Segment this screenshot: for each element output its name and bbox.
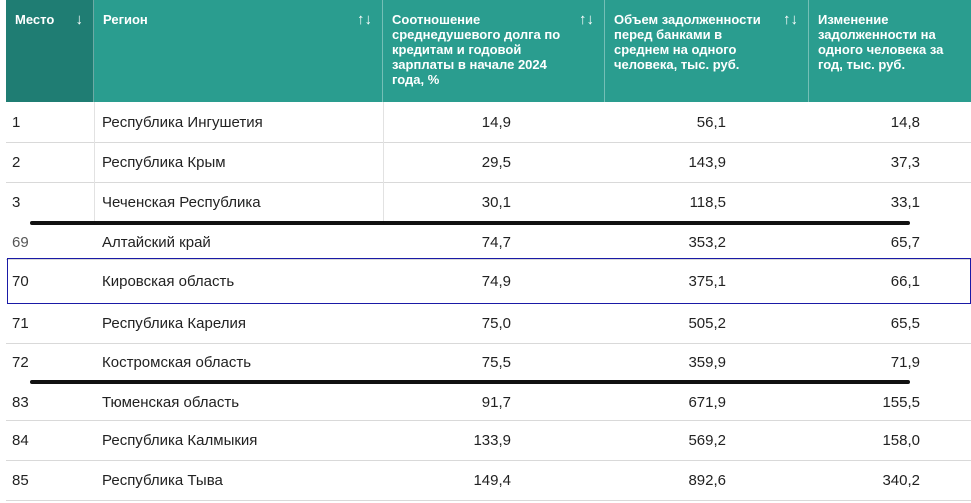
cell-place: 3 (12, 193, 21, 211)
cell-ratio: 75,5 (481, 353, 511, 371)
cell-region: Республика Карелия (102, 314, 246, 332)
cell-debt: 892,6 (688, 471, 726, 489)
cell-region: Алтайский край (102, 233, 211, 251)
cell-region: Кировская область (102, 272, 235, 290)
cell-ratio: 74,7 (481, 233, 511, 251)
sort-toggle-icon[interactable]: ↑↓ (357, 11, 372, 28)
cell-change: 33,1 (890, 193, 920, 211)
header-ratio-label: Соотношение среднедушевого долга по кред… (392, 12, 561, 87)
header-change[interactable]: Изменение задолженности на одного челове… (809, 0, 971, 102)
cell-place: 2 (12, 153, 21, 171)
header-place[interactable]: Место ↓ (6, 0, 94, 102)
header-region-label: Регион (103, 12, 148, 27)
cell-region: Тюменская область (102, 393, 240, 411)
cell-region: Республика Тыва (102, 471, 223, 489)
cell-debt: 56,1 (696, 113, 726, 131)
cell-debt: 569,2 (688, 431, 726, 449)
header-ratio[interactable]: Соотношение среднедушевого долга по кред… (383, 0, 605, 102)
cell-change: 71,9 (890, 353, 920, 371)
cell-debt: 375,1 (688, 272, 726, 290)
cell-ratio: 29,5 (481, 153, 511, 171)
section-divider (30, 380, 910, 384)
table-row: 71 Республика Карелия 75,0 505,2 65,5 (6, 303, 971, 344)
cell-place: 70 (12, 272, 29, 290)
cell-change: 37,3 (890, 153, 920, 171)
cell-place: 84 (12, 431, 29, 449)
section-divider (30, 221, 910, 225)
row-highlight-frame (7, 258, 971, 304)
cell-place: 83 (12, 393, 29, 411)
cell-place: 85 (12, 471, 29, 489)
cell-debt: 353,2 (688, 233, 726, 251)
cell-debt: 118,5 (689, 193, 726, 211)
cell-ratio: 149,4 (473, 471, 511, 489)
cell-change: 155,5 (882, 393, 920, 411)
cell-region: Костромская область (102, 353, 252, 371)
cell-change: 340,2 (882, 471, 920, 489)
sort-toggle-icon[interactable]: ↑↓ (783, 11, 798, 28)
table-row: 84 Республика Калмыкия 133,9 569,2 158,0 (6, 420, 971, 461)
cell-place: 71 (12, 314, 29, 332)
sort-desc-icon[interactable]: ↓ (75, 11, 84, 28)
table-row: 2 Республика Крым 29,5 143,9 37,3 (6, 142, 971, 183)
cell-region: Республика Крым (102, 153, 226, 171)
cell-place: 72 (12, 353, 29, 371)
cell-debt: 359,9 (688, 353, 726, 371)
cell-ratio: 75,0 (481, 314, 511, 332)
cell-ratio: 74,9 (481, 272, 511, 290)
cell-debt: 143,9 (688, 153, 726, 171)
table-header: Место ↓ Регион ↑↓ Соотношение среднедуше… (6, 0, 971, 102)
cell-ratio: 91,7 (481, 393, 511, 411)
sort-toggle-icon[interactable]: ↑↓ (579, 11, 594, 28)
cell-change: 158,0 (882, 431, 920, 449)
header-change-label: Изменение задолженности на одного челове… (818, 12, 944, 72)
header-region[interactable]: Регион ↑↓ (94, 0, 383, 102)
cell-region: Республика Калмыкия (102, 431, 258, 449)
cell-debt: 671,9 (688, 393, 726, 411)
header-debt[interactable]: Объем задолженности перед банками в сред… (605, 0, 809, 102)
cell-change: 66,1 (890, 272, 920, 290)
cell-place: 1 (12, 113, 21, 131)
table-row: 69 Алтайский край 74,7 353,2 65,7 (6, 225, 971, 260)
table-row: 83 Тюменская область 91,7 671,9 155,5 (6, 384, 971, 421)
cell-region: Чеченская Республика (102, 193, 261, 211)
cell-ratio: 30,1 (481, 193, 511, 211)
table-row: 72 Костромская область 75,5 359,9 71,9 (6, 343, 971, 381)
header-place-label: Место (15, 12, 55, 27)
cell-change: 65,7 (890, 233, 920, 251)
cell-ratio: 133,9 (473, 431, 511, 449)
table-row: 85 Республика Тыва 149,4 892,6 340,2 (6, 460, 971, 501)
cell-place: 69 (12, 233, 29, 251)
cell-change: 14,8 (890, 113, 920, 131)
cell-change: 65,5 (890, 314, 920, 332)
table-row: 1 Республика Ингушетия 14,9 56,1 14,8 (6, 102, 971, 143)
table-row: 3 Чеченская Республика 30,1 118,5 33,1 (6, 182, 971, 222)
header-debt-label: Объем задолженности перед банками в сред… (614, 12, 761, 72)
cell-ratio: 14,9 (481, 113, 511, 131)
cell-debt: 505,2 (688, 314, 726, 332)
table-row-highlighted: 70 Кировская область 74,9 375,1 66,1 (6, 259, 971, 303)
cell-region: Республика Ингушетия (102, 113, 263, 131)
